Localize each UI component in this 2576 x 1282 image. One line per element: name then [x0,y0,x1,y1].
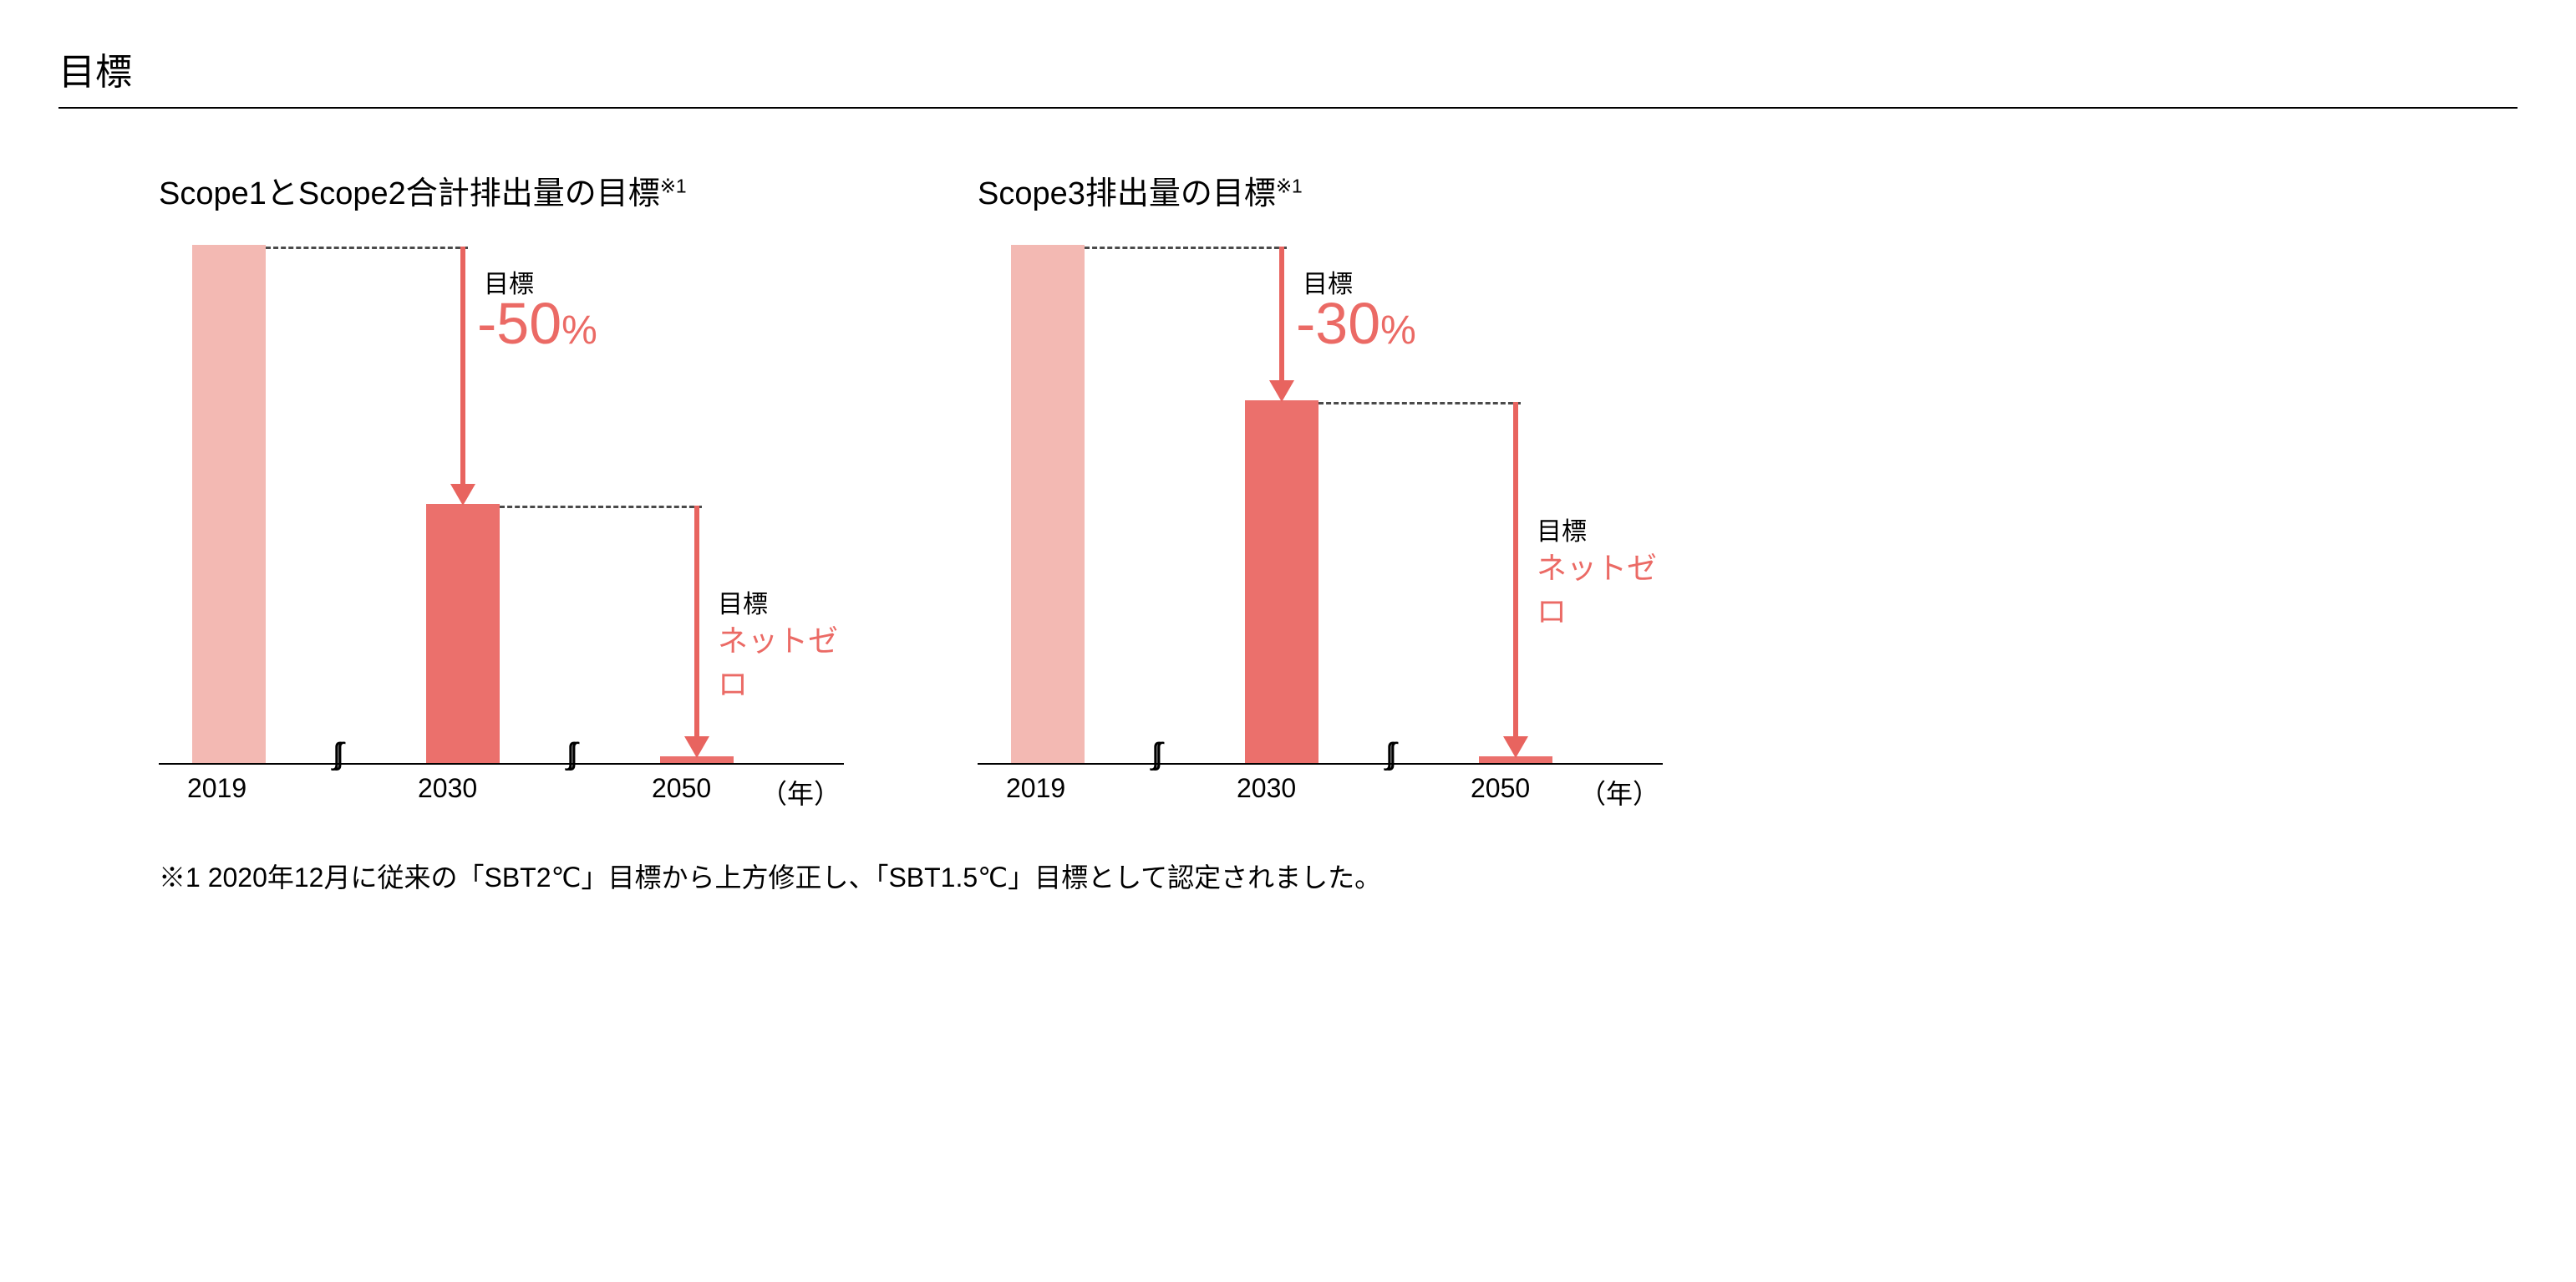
chart-title-text: Scope1とScope2合計排出量の目標 [159,176,660,211]
x-label: 2019 [1006,773,1065,804]
x-label: 2030 [1237,773,1296,804]
chart-scope3: Scope3排出量の目標※1 目標-30%目標ネットゼロ∫∫∫∫ 2019 20… [978,167,1663,815]
reduction-arrow-2050 [1513,402,1518,736]
x-label: 2050 [652,773,711,804]
chart-title-sup: ※1 [660,175,687,196]
bar-2030-target [1245,400,1318,763]
bar-2030-target [426,504,500,763]
chart-title-sup: ※1 [1276,175,1303,196]
bar-baseline [192,245,266,763]
reduction-arrow-2050 [694,506,699,736]
chart-title-text: Scope3排出量の目標 [978,176,1276,211]
chart-scope1-2: Scope1とScope2合計排出量の目標※1 目標-50%目標ネットゼロ∫∫∫… [159,167,844,815]
target-value-2030: -50% [477,290,597,357]
x-axis-labels: 2019 2030 2050 （年） [978,765,1663,815]
chart-plot: 目標-30%目標ネットゼロ∫∫∫∫ [978,247,1663,765]
bar-baseline [1011,245,1085,763]
target-netzero-label: ネットゼロ [718,617,844,704]
charts-row: Scope1とScope2合計排出量の目標※1 目標-50%目標ネットゼロ∫∫∫… [58,167,2518,815]
chart-plot: 目標-50%目標ネットゼロ∫∫∫∫ [159,247,844,765]
dashed-line-baseline [266,247,468,249]
dashed-line-2030 [500,506,702,508]
dashed-line-baseline [1085,247,1287,249]
arrow-head-icon [684,736,709,758]
arrow-head-icon [450,484,475,506]
axis-unit: （年） [760,773,841,811]
footnote: ※1 2020年12月に従来の「SBT2℃」目標から上方修正し、「SBT1.5℃… [58,857,2518,895]
target-value-2030: -30% [1296,290,1416,357]
page-title: 目標 [58,42,2518,109]
axis-unit: （年） [1579,773,1659,811]
x-label: 2030 [418,773,477,804]
target-netzero-label: ネットゼロ [1537,544,1663,631]
dashed-line-2030 [1318,402,1521,404]
reduction-arrow-2030 [1279,247,1284,380]
reduction-arrow-2030 [460,247,465,484]
target-label-2050: 目標 [718,583,768,620]
x-axis-labels: 2019 2030 2050 （年） [159,765,844,815]
chart-title: Scope1とScope2合計排出量の目標※1 [159,167,844,213]
target-label-2050: 目標 [1537,511,1587,547]
arrow-head-icon [1503,736,1528,758]
x-label: 2019 [187,773,246,804]
chart-title: Scope3排出量の目標※1 [978,167,1663,213]
arrow-head-icon [1269,380,1294,402]
x-label: 2050 [1471,773,1530,804]
